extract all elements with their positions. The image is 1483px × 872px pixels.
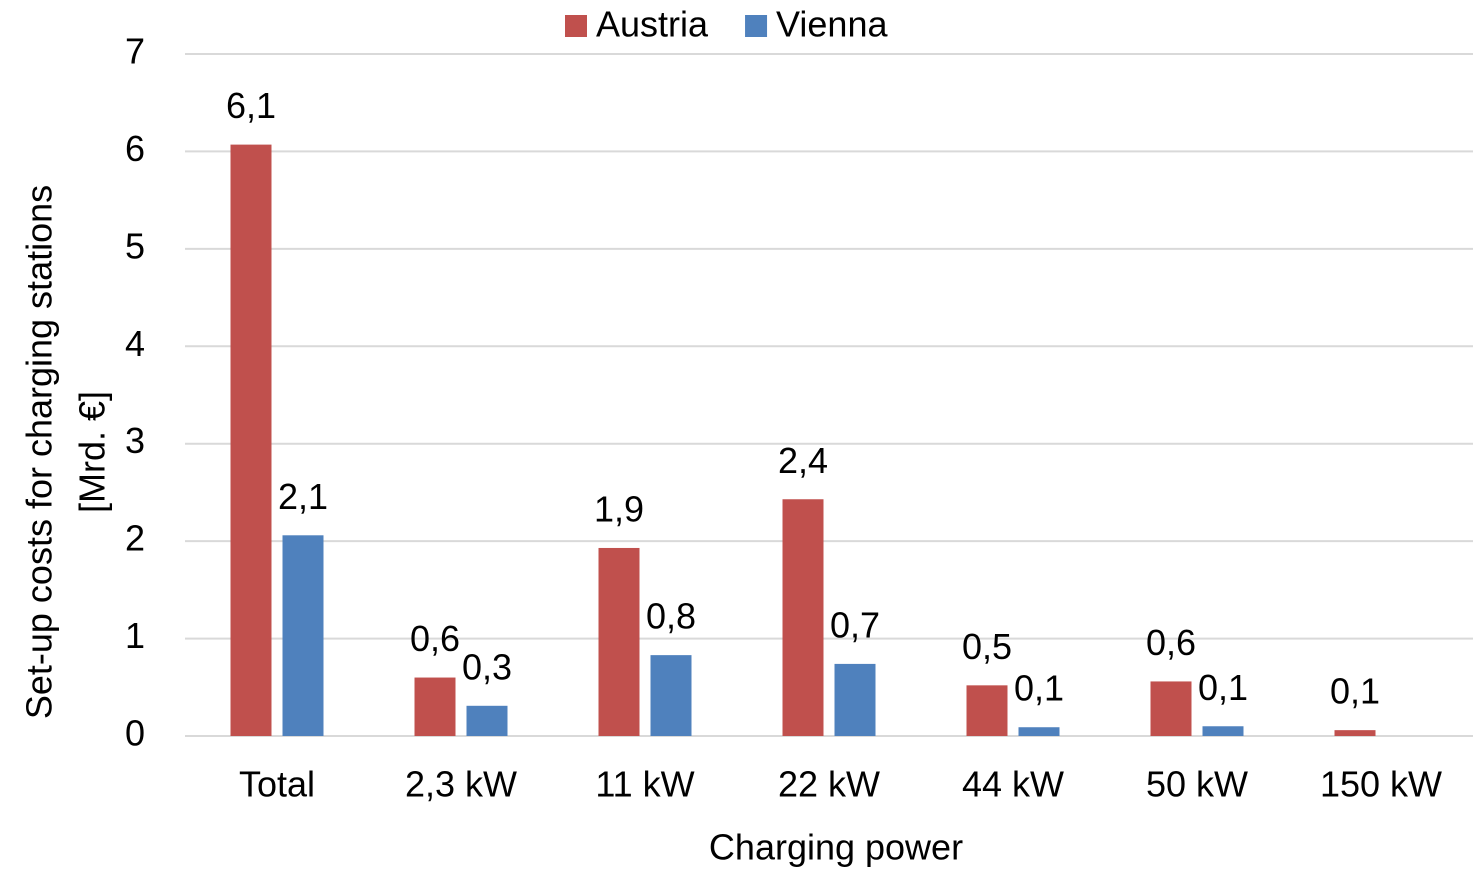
data-label: 6,1 <box>226 85 276 126</box>
bar <box>466 705 508 736</box>
x-axis-label: Charging power <box>709 827 963 868</box>
bar <box>598 547 640 736</box>
data-label: 0,6 <box>410 618 460 659</box>
y-axis-label: [Mrd. €] <box>72 391 113 513</box>
legend-swatch <box>745 15 768 37</box>
bar <box>230 144 272 736</box>
data-label: 2,4 <box>778 440 828 481</box>
data-label: 0,7 <box>830 604 880 645</box>
x-tick-label: 11 kW <box>595 764 694 805</box>
bar <box>1018 727 1060 736</box>
x-tick-label: 2,3 kW <box>405 764 517 805</box>
legend-label: Vienna <box>776 4 888 45</box>
y-tick-label: 6 <box>125 128 145 169</box>
bar <box>966 685 1008 736</box>
bar <box>782 499 824 736</box>
y-tick-label: 1 <box>125 615 145 656</box>
legend-swatch <box>565 15 587 37</box>
y-tick-label: 7 <box>125 31 145 72</box>
x-tick-label: 150 kW <box>1320 764 1442 805</box>
bar <box>650 655 692 736</box>
x-tick-label: 50 kW <box>1146 764 1248 805</box>
x-tick-label: Total <box>239 764 315 805</box>
data-label: 0,3 <box>462 646 512 687</box>
bar <box>282 535 324 736</box>
bar <box>1334 730 1376 736</box>
bar <box>1150 681 1192 736</box>
data-label: 0,6 <box>1146 622 1196 663</box>
y-tick-label: 3 <box>125 420 145 461</box>
bar <box>1202 726 1244 736</box>
bar <box>834 663 876 736</box>
x-tick-label: 22 kW <box>778 764 880 805</box>
data-label: 2,1 <box>278 476 328 517</box>
data-label: 0,1 <box>1198 667 1248 708</box>
bar <box>414 677 456 736</box>
x-tick-label: 44 kW <box>962 764 1064 805</box>
data-label: 1,9 <box>594 488 644 529</box>
data-label: 0,1 <box>1330 671 1380 712</box>
y-axis-label: Set-up costs for charging stations <box>19 185 60 719</box>
y-tick-label: 2 <box>125 518 145 559</box>
legend-label: Austria <box>596 4 709 45</box>
y-tick-label: 4 <box>125 323 145 364</box>
y-tick-label: 0 <box>125 713 145 754</box>
y-tick-label: 5 <box>125 225 145 266</box>
data-label: 0,5 <box>962 626 1012 667</box>
data-label: 0,1 <box>1014 668 1064 709</box>
data-label: 0,8 <box>646 596 696 637</box>
